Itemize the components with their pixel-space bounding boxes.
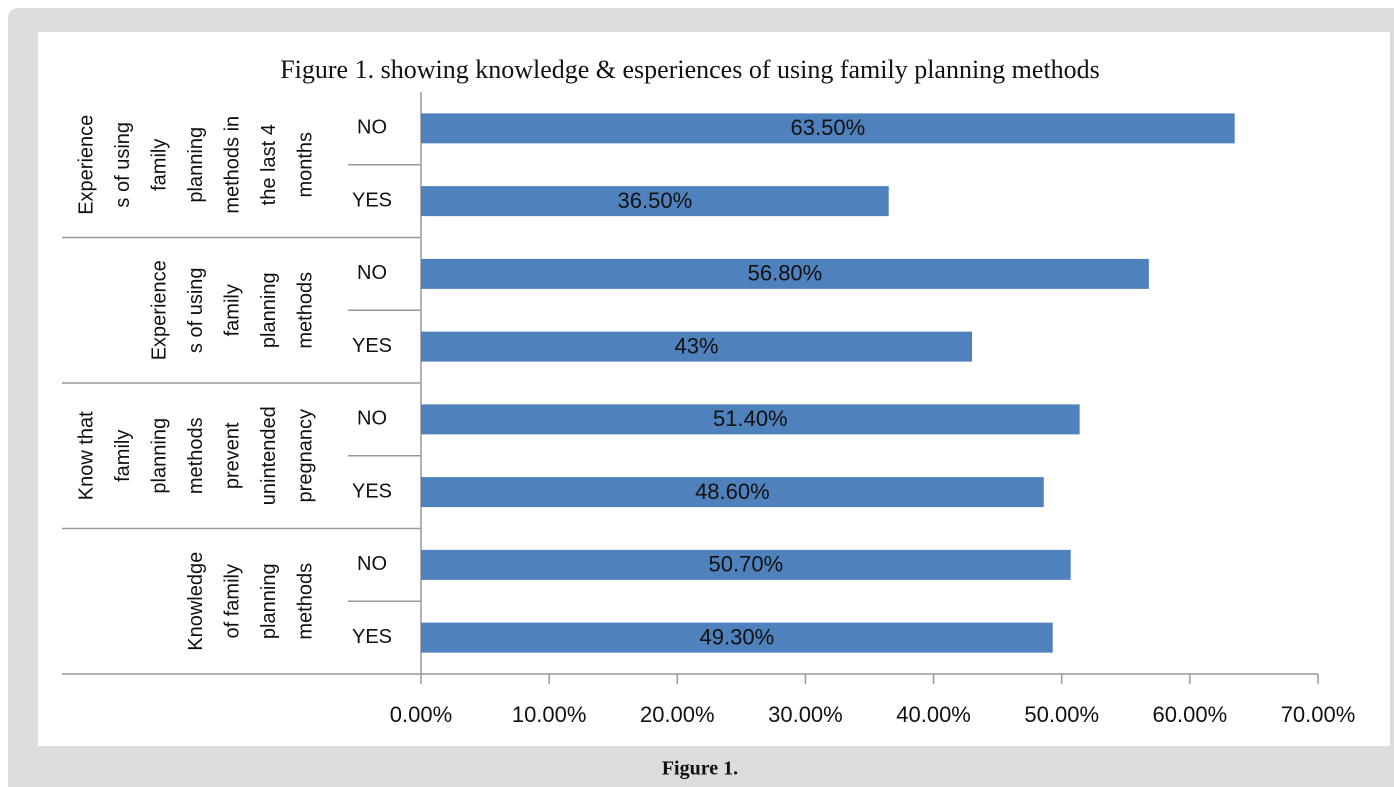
y-tick-label: YES	[352, 626, 392, 648]
group-label: planning	[148, 418, 170, 494]
value-label: 51.40%	[713, 406, 788, 431]
group-label: Know that	[75, 411, 97, 500]
group-label: of family	[221, 564, 243, 638]
value-label: 50.70%	[709, 552, 784, 577]
bar	[421, 331, 973, 362]
group-label: family	[221, 284, 243, 336]
x-tick-label: 40.00%	[896, 702, 971, 727]
y-tick-label: NO	[357, 262, 387, 284]
group-label: unintended	[258, 406, 280, 505]
x-tick-label: 30.00%	[768, 702, 843, 727]
y-tick-label: NO	[357, 553, 387, 575]
bar	[421, 113, 1235, 144]
value-label: 49.30%	[700, 624, 775, 649]
bar	[421, 404, 1080, 435]
bar	[421, 477, 1044, 508]
group-label: the last 4	[258, 124, 280, 205]
y-tick-label: YES	[352, 189, 392, 211]
chart-title: Figure 1. showing knowledge & esperience…	[280, 55, 1100, 84]
group-label: methods	[294, 563, 316, 640]
group-label: s of using	[112, 122, 134, 208]
value-label: 63.50%	[791, 115, 866, 140]
group-label: family	[148, 139, 170, 191]
value-label: 48.60%	[695, 479, 770, 504]
y-tick-label: YES	[352, 480, 392, 502]
caption: Figure 1.	[662, 758, 738, 780]
x-tick-label: 0.00%	[390, 702, 452, 727]
y-tick-label: NO	[357, 117, 387, 139]
bar	[421, 549, 1071, 580]
x-tick-label: 70.00%	[1281, 702, 1356, 727]
bar	[421, 622, 1053, 653]
group-label: methods	[185, 417, 207, 494]
group-label: planning	[258, 563, 280, 639]
x-tick-label: 20.00%	[640, 702, 715, 727]
y-tick-label: NO	[357, 408, 387, 430]
group-label: planning	[258, 272, 280, 348]
y-tick-label: YES	[352, 335, 392, 357]
group-label: methods in	[221, 116, 243, 214]
x-tick-label: 10.00%	[512, 702, 587, 727]
x-tick-label: 60.00%	[1153, 702, 1228, 727]
group-label: months	[294, 132, 316, 198]
group-label: Experience	[75, 115, 97, 215]
group-label: prevent	[221, 422, 243, 489]
value-label: 56.80%	[748, 261, 823, 286]
group-label: Experience	[148, 260, 170, 360]
group-label: pregnancy	[294, 409, 316, 502]
x-tick-label: 50.00%	[1024, 702, 1099, 727]
group-label: family	[112, 430, 134, 482]
group-label: planning	[185, 127, 207, 203]
group-label: Knowledge	[185, 552, 207, 651]
bar	[421, 186, 889, 217]
bar	[421, 258, 1149, 289]
value-label: 43%	[674, 333, 718, 358]
group-label: methods	[294, 272, 316, 349]
group-label: s of using	[185, 267, 207, 353]
value-label: 36.50%	[618, 188, 693, 213]
